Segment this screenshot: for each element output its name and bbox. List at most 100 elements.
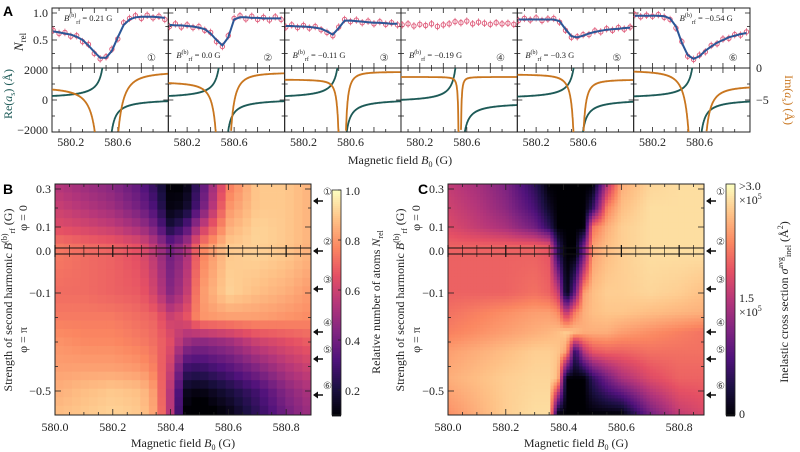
heatmap-cell [643,190,647,194]
heatmap-cell [242,380,252,390]
heatmap-cell [251,226,261,236]
heatmap-cell [524,289,529,294]
heatmap-cell [492,225,497,230]
heatmap-cell [470,238,474,242]
heatmap-cell [515,222,519,226]
heatmap-cell [684,251,689,255]
heatmap-cell [268,320,278,330]
heatmap-cell [293,235,303,245]
heatmap-cell [457,308,462,313]
heatmap-cell [123,201,133,210]
colorbar-segment [332,376,341,379]
heatmap-cell [191,184,201,193]
heatmap-cell [467,187,471,191]
heatmap-cell [528,200,532,204]
heatmap-cell [531,260,535,265]
heatmap-cell [55,397,64,407]
heatmap-cell [454,264,458,268]
heatmap-cell [496,299,500,303]
heatmap-cell [467,273,471,278]
heatmap-cell [544,238,548,242]
heatmap-cell [251,260,261,270]
heatmap-cell [624,276,628,281]
heatmap-cell [451,193,455,198]
heatmap-cell [624,190,628,194]
heatmap-cell [200,277,209,287]
heatmap-cell [165,269,175,279]
heatmap-cell [457,196,462,201]
heatmap-cell [268,260,278,270]
heatmap-cell [182,337,192,347]
heatmap-cell [649,241,654,246]
heatmap-cell [496,248,500,252]
heatmap-cell [460,257,465,262]
heatmap-cell [668,257,673,262]
heatmap-cell [123,303,133,313]
heatmap-cell [476,308,481,313]
heatmap-cell [512,196,516,201]
heatmap-cell [480,280,484,284]
heatmap-cell [502,283,506,287]
heatmap-cell [489,209,494,214]
heatmap-cell [585,254,590,258]
colorbar-tick-label: 0.8 [345,234,360,248]
heatmap-cell [521,292,526,297]
heatmap-cell [684,280,689,284]
heatmap-cell [208,277,218,287]
re-as-curve [284,67,401,132]
heatmap-cell [123,320,133,330]
heatmap-cell [566,305,570,310]
heatmap-cell [569,305,574,310]
heatmap-cell [576,216,580,220]
heatmap-cell [524,260,529,265]
heatmap-cell [451,219,455,223]
heatmap-cell [592,235,596,239]
heatmap-cell [588,308,593,313]
heatmap-cell [614,241,618,246]
heatmap-cell [592,264,596,268]
heatmap-cell [528,260,532,265]
heatmap-cell [643,248,647,252]
heatmap-cell [464,184,468,188]
data-point [52,27,56,33]
heatmap-cell [627,212,631,217]
heatmap-cell [528,212,532,217]
heatmap-cell [242,294,252,304]
heatmap-cell [630,270,634,274]
heatmap-cell [528,299,532,303]
heatmap-cell [684,292,689,297]
heatmap-cell [165,388,175,398]
heatmap-cell [518,296,522,300]
heatmap-cell [293,252,303,262]
heatmap-cell [659,251,663,255]
heatmap-cell [528,286,532,290]
heatmap-cell [550,225,554,230]
heatmap-cell [182,371,192,381]
heatmap-cell [633,248,638,252]
heatmap-cell [499,270,503,274]
data-point [289,22,295,28]
heatmap-cell [614,203,618,207]
heatmap-cell [633,264,638,268]
heatmap-cell [643,302,647,306]
heatmap-cell [225,380,235,390]
heatmap-cell [174,371,184,381]
heatmap-cell [668,206,673,210]
heatmap-cell [451,212,455,217]
im-as-curve [168,72,285,132]
heatmap-cell [678,193,682,198]
heatmap-cell [208,303,218,313]
heatmap-cell [547,216,551,220]
heatmap-cell [540,286,545,290]
heatmap-cell [640,280,644,284]
heatmap-cell [608,238,612,242]
heatmap-cell [470,312,474,316]
heatmap-cell [259,184,269,193]
heatmap-cell [476,216,481,220]
heatmap-cell [617,260,622,265]
heatmap-cell [454,280,458,284]
heatmap-cell [636,196,641,201]
heatmap-cell [550,219,554,223]
heatmap-cell [174,320,184,330]
heatmap-cell [614,190,618,194]
